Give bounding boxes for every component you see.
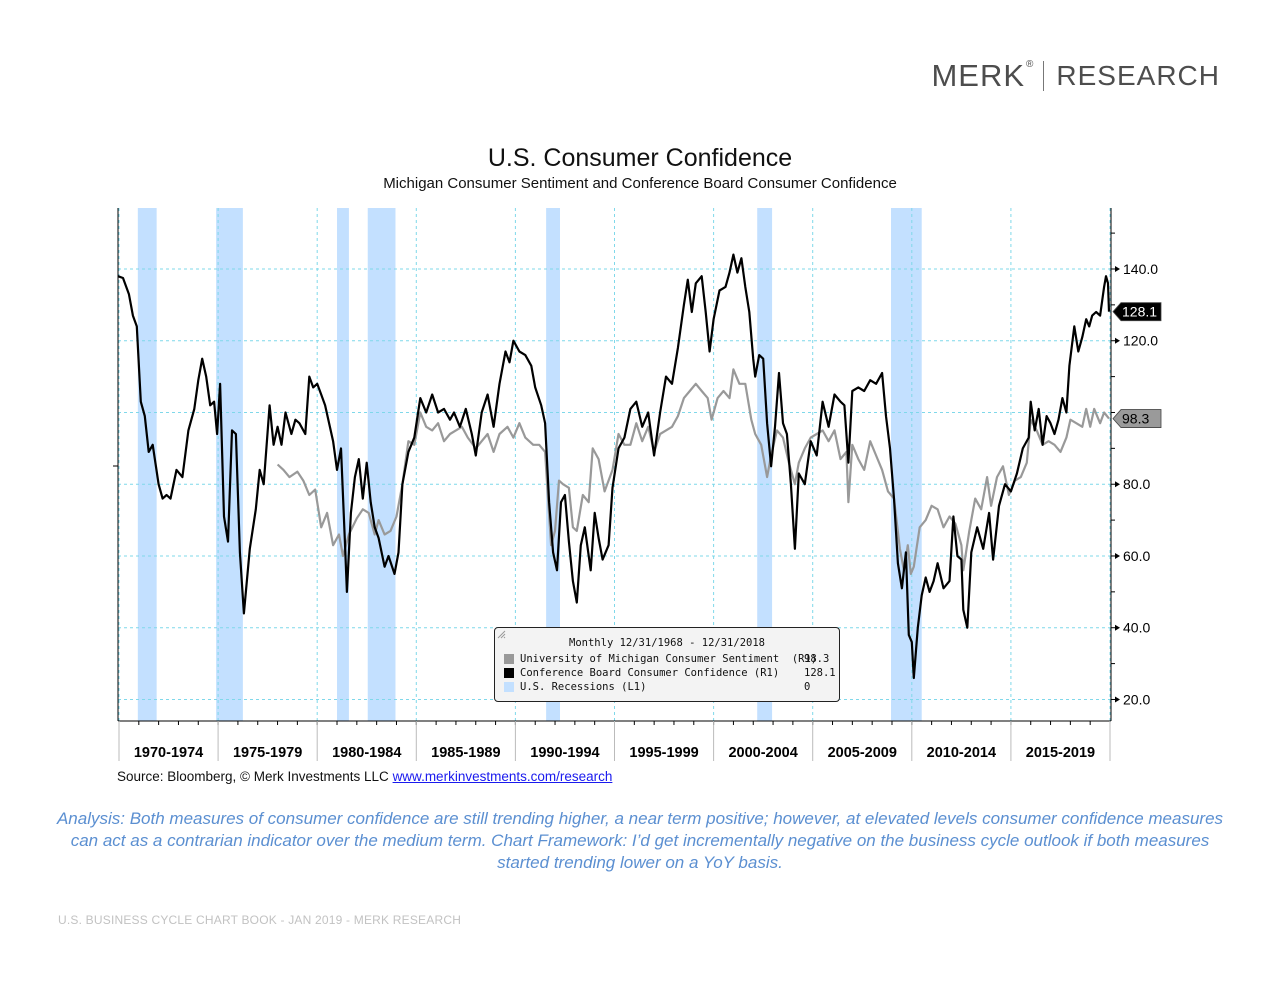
legend-label-recessions: U.S. Recessions (L1) xyxy=(520,680,647,693)
recession-band-1 xyxy=(216,208,243,721)
michigan-last-value-tag-label: 98.3 xyxy=(1122,411,1149,427)
legend-value-conference-board: 128.1 xyxy=(804,666,836,679)
y-tick-arrow-40 xyxy=(1115,624,1120,631)
x-tick-label-1985-1989: 1985-1989 xyxy=(431,745,500,761)
x-tick-label-2000-2004: 2000-2004 xyxy=(728,745,797,761)
legend-header: Monthly 12/31/1968 - 12/31/2018 xyxy=(569,637,765,649)
y-tick-arrow-20 xyxy=(1115,696,1120,703)
legend-label-conference-board: Conference Board Consumer Confidence (R1… xyxy=(520,666,780,679)
legend-swatch-conference-board xyxy=(504,667,514,678)
legend-grip-icon xyxy=(497,630,506,639)
series-lines xyxy=(117,253,1111,680)
recession-band-0 xyxy=(137,208,157,721)
source-link[interactable]: www.merkinvestments.com/research xyxy=(392,769,613,784)
legend-item-conference-board: Conference Board Consumer Confidence (R1… xyxy=(504,666,836,679)
conference-board-line xyxy=(117,253,1111,680)
x-tick-label-2005-2009: 2005-2009 xyxy=(828,745,897,761)
analysis-text: Analysis: Both measures of consumer conf… xyxy=(56,809,1224,872)
chart-legend: Monthly 12/31/1968 - 12/31/2018 Universi… xyxy=(494,627,840,702)
logo-registered-mark: ® xyxy=(1026,58,1034,70)
legend-value-recessions: 0 xyxy=(804,680,811,693)
recession-band-2 xyxy=(337,208,349,721)
logo-divider xyxy=(1043,61,1045,91)
y-tick-arrow-140 xyxy=(1115,265,1120,272)
recession-band-4 xyxy=(546,208,560,721)
y-tick-arrow-80 xyxy=(1115,481,1120,488)
source-note: Source: Bloomberg, © Merk Investments LL… xyxy=(117,769,612,784)
logo-brand: MERK xyxy=(931,58,1026,93)
legend-value-michigan: 98.3 xyxy=(804,652,830,665)
y-tick-label-120: 120.0 xyxy=(1123,333,1158,349)
x-tick-label-2015-2019: 2015-2019 xyxy=(1026,745,1095,761)
legend-item-michigan: University of Michigan Consumer Sentimen… xyxy=(504,652,829,665)
x-tick-label-1970-1974: 1970-1974 xyxy=(134,745,203,761)
axis-labels: 20.040.060.080.0120.0140.0128.198.31970-… xyxy=(134,261,1162,761)
logo-sub: RESEARCH xyxy=(1056,60,1220,91)
legend-swatch-michigan xyxy=(504,653,514,664)
x-tick-label-1980-1984: 1980-1984 xyxy=(332,745,401,761)
y-tick-label-20: 20.0 xyxy=(1123,691,1150,707)
legend-label-michigan: University of Michigan Consumer Sentimen… xyxy=(520,652,818,665)
y-tick-label-140: 140.0 xyxy=(1123,261,1158,277)
chart-subtitle: Michigan Consumer Sentiment and Conferen… xyxy=(383,175,897,192)
conference-board-last-value-tag-label: 128.1 xyxy=(1122,304,1157,320)
source-text: Source: Bloomberg, © Merk Investments LL… xyxy=(117,769,393,784)
x-tick-label-1995-1999: 1995-1999 xyxy=(629,745,698,761)
y-tick-arrow-120 xyxy=(1115,337,1120,344)
legend-item-recessions: U.S. Recessions (L1) 0 xyxy=(504,680,810,693)
recession-bands xyxy=(137,208,922,721)
page-footer: U.S. BUSINESS CYCLE CHART BOOK - JAN 201… xyxy=(58,913,462,927)
conference-board-last-value-tag xyxy=(1112,302,1162,322)
michigan-sentiment-line xyxy=(276,368,1110,575)
y-tick-label-60: 60.0 xyxy=(1123,548,1150,564)
merk-research-logo: MERK ® RESEARCH xyxy=(931,58,1220,94)
recession-band-3 xyxy=(367,208,396,721)
x-tick-label-1990-1994: 1990-1994 xyxy=(530,745,599,761)
y-tick-label-80: 80.0 xyxy=(1123,476,1150,492)
y-tick-arrow-60 xyxy=(1115,552,1120,559)
legend-swatch-recessions xyxy=(504,681,514,692)
x-tick-label-1975-1979: 1975-1979 xyxy=(233,745,302,761)
x-tick-label-2010-2014: 2010-2014 xyxy=(927,745,996,761)
y-tick-label-40: 40.0 xyxy=(1123,620,1150,636)
michigan-last-value-tag xyxy=(1112,409,1162,428)
chart-title: U.S. Consumer Confidence xyxy=(487,144,793,172)
